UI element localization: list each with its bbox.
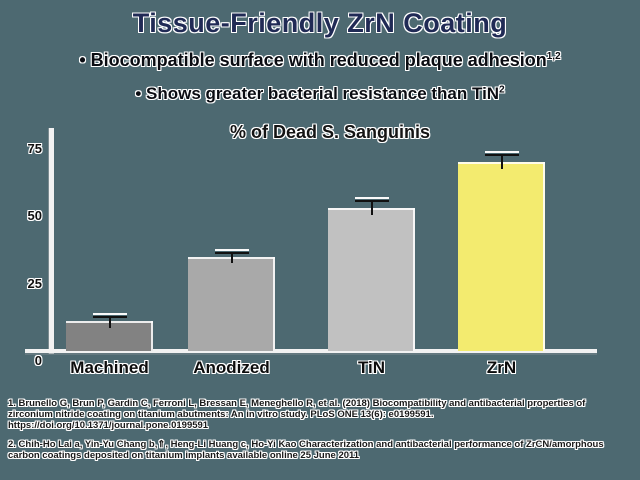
error-bar-cap-anodized [214,252,249,255]
bullet-1-text: Biocompatible surface with reduced plaqu… [90,50,547,70]
bullet-marker-icon: • [79,50,86,70]
footnotes: 1. Brunello G, Brun P, Gardin C, Ferroni… [8,398,622,469]
bullet-item-2: • Shows greater bacterial resistance tha… [0,84,640,104]
y-tick-label-25: 25 [27,275,42,291]
y-tick-label-0: 0 [34,353,42,368]
footnote-1: 1. Brunello G, Brun P, Gardin C, Ferroni… [8,398,586,431]
error-bar-cap-machined [92,315,127,318]
error-bar-stem-machined [108,317,111,329]
error-bar-cap-tin [354,199,389,202]
y-tick-label-50: 50 [27,208,42,223]
category-label-zrn: ZrN [486,358,517,377]
bar-tin [328,207,415,351]
bar-anodized [188,256,275,351]
y-tick-label-75: 75 [27,140,42,156]
bullet-2-text: Shows greater bacterial resistance than … [146,84,500,103]
bullet-marker-icon: • [135,84,142,103]
bullet-2-citation-superscript: 2 [499,84,505,96]
footnote-2: 2. Chih-Ho Lai a, Yin-Yu Chang b,⇑, Heng… [8,439,604,461]
page-title-text: Tissue-Friendly ZrN Coating [132,8,508,38]
x-axis-line [25,349,597,353]
error-bar-stem-anodized [230,254,233,264]
bullet-1-citation-superscript: 1,2 [546,51,561,62]
category-label-anodized: Anodized [193,358,270,377]
error-bar-stem-tin [370,201,373,215]
category-label-tin: TiN [357,358,386,377]
bar-zrn [458,162,545,351]
page-title: Tissue-Friendly ZrN Coating [0,8,640,39]
chart-title: % of Dead S. Sanguinis [229,122,431,142]
error-bar-stem-zrn [500,155,503,169]
bullet-item-1: • Biocompatible surface with reduced pla… [0,50,640,71]
y-axis-line [49,128,54,354]
category-label-machined: Machined [70,358,149,377]
error-bar-cap-zrn [484,153,519,156]
